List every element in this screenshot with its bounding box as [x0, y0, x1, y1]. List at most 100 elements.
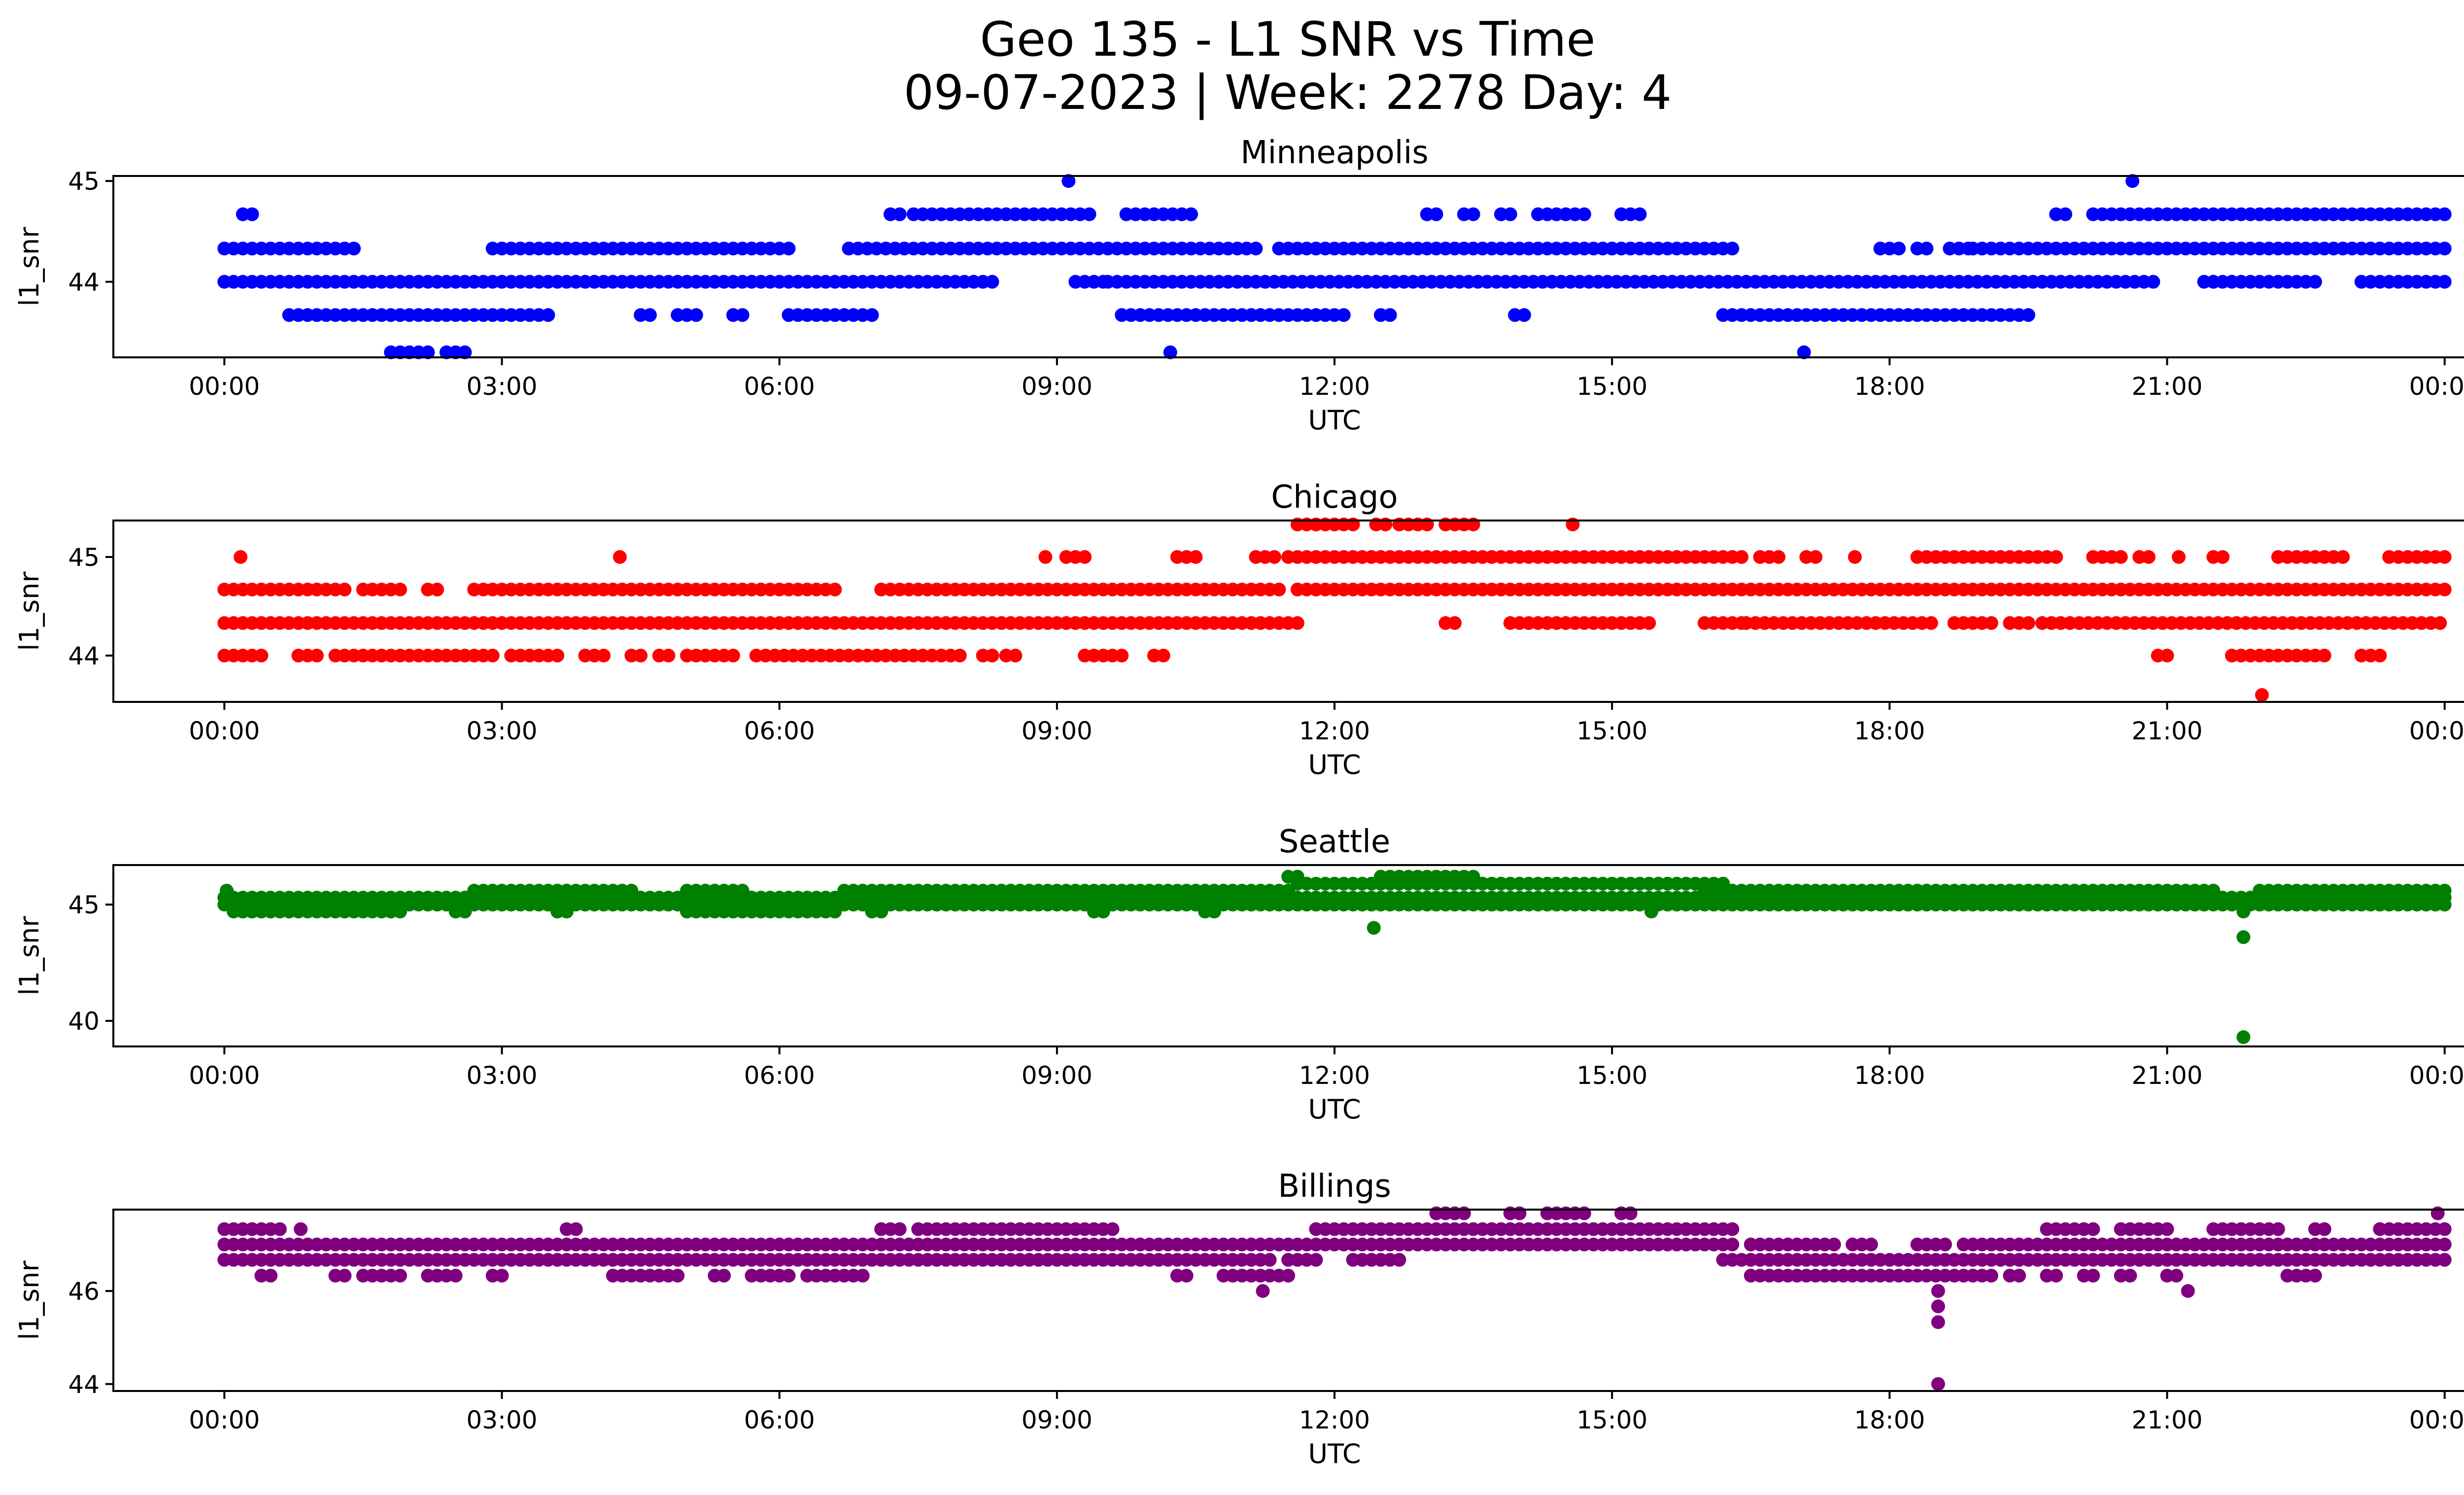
y-axis-label: l1_snr [14, 916, 45, 996]
scatter-point [1078, 550, 1092, 564]
scatter-point [2181, 1284, 2195, 1298]
y-tick-label: 45 [68, 891, 100, 919]
scatter-point [1919, 242, 1934, 256]
scatter-series [217, 1206, 2452, 1391]
scatter-point [643, 308, 657, 322]
scatter-point [2049, 550, 2063, 564]
scatter-point [2437, 275, 2452, 289]
scatter-point [273, 1222, 287, 1236]
scatter-point [1429, 207, 1443, 221]
scatter-point [2114, 550, 2128, 564]
scatter-point [1797, 345, 1811, 359]
scatter-point [1105, 1222, 1120, 1236]
scatter-point [1848, 550, 1862, 564]
scatter-point [2437, 883, 2452, 898]
scatter-point [2433, 616, 2447, 630]
scatter-point [1931, 1377, 1945, 1391]
scatter-point [1644, 904, 1658, 919]
scatter-point [1716, 876, 1730, 891]
scatter-point [2086, 1268, 2100, 1283]
x-tick-label: 12:00 [1299, 1061, 1370, 1090]
scatter-point [1163, 345, 1177, 359]
scatter-point [1008, 649, 1023, 662]
scatter-point [892, 207, 907, 221]
scatter-point [393, 1268, 407, 1283]
scatter-point [1517, 308, 1531, 322]
scatter-point [671, 1268, 685, 1283]
scatter-point [2216, 550, 2230, 564]
x-axis-label: UTC [1308, 749, 1361, 780]
scatter-point [2437, 207, 2452, 221]
scatter-point [2437, 1252, 2452, 1267]
x-tick-label: 06:00 [744, 1061, 815, 1090]
scatter-point [634, 649, 648, 662]
plot-frame [112, 520, 2464, 703]
scatter-point [569, 1222, 583, 1236]
x-tick-label: 00:00 [2409, 372, 2464, 401]
y-tick-label: 45 [68, 167, 100, 196]
scatter-point [2160, 649, 2174, 662]
scatter-point [735, 883, 750, 898]
scatter-point [1184, 207, 1198, 221]
subplot-title: Billings [1278, 1168, 1391, 1205]
scatter-point [264, 1268, 278, 1283]
scatter-point [2437, 550, 2452, 564]
scatter-point [219, 883, 234, 898]
scatter-series [217, 174, 2452, 359]
scatter-point [2142, 550, 2156, 564]
scatter-point [234, 550, 248, 564]
scatter-point [1272, 583, 1286, 596]
scatter-point [347, 242, 361, 256]
y-tick-label: 46 [68, 1277, 100, 1306]
x-tick-label: 18:00 [1854, 1061, 1925, 1090]
scatter-point [1207, 904, 1221, 919]
scatter-point [1931, 1299, 1945, 1314]
scatter-point [596, 649, 611, 662]
scatter-point [1931, 1284, 1945, 1298]
y-tick-label: 40 [68, 1007, 100, 1036]
scatter-point [2086, 1222, 2100, 1236]
scatter-point [856, 1268, 870, 1283]
x-tick-label: 03:00 [466, 372, 537, 401]
scatter-point [828, 904, 842, 919]
x-tick-label: 15:00 [1576, 1406, 1647, 1434]
scatter-point [2317, 649, 2331, 662]
scatter-point [661, 649, 676, 662]
scatter-point [1938, 1237, 1952, 1252]
scatter-point [1383, 308, 1397, 322]
x-tick-label: 00:00 [189, 372, 260, 401]
x-tick-label: 21:00 [2131, 372, 2202, 401]
scatter-point [1623, 1206, 1638, 1220]
scatter-point [2236, 930, 2251, 944]
y-axis-label: l1_snr [14, 227, 45, 307]
scatter-point [1503, 207, 1517, 221]
scatter-point [2169, 1268, 2184, 1283]
scatter-point [1466, 869, 1480, 884]
scatter-point [294, 1222, 308, 1236]
x-tick-label: 06:00 [744, 372, 815, 401]
scatter-point [1577, 207, 1591, 221]
scatter-point [1392, 1252, 1406, 1267]
y-axis-label: l1_snr [14, 1260, 45, 1340]
scatter-point [2012, 1268, 2026, 1283]
scatter-point [1038, 550, 1053, 564]
scatter-point [2336, 550, 2350, 564]
x-tick-label: 15:00 [1576, 1061, 1647, 1090]
scatter-point [310, 649, 324, 662]
scatter-point [1984, 1268, 1998, 1283]
scatter-point [985, 649, 999, 662]
scatter-point [1931, 1315, 1945, 1329]
subplot-minneapolis: Minneapolis 00:00 03:00 06:00 09:00 12:00 15:0… [14, 135, 2464, 436]
scatter-point [717, 1268, 731, 1283]
scatter-point [2021, 616, 2035, 630]
x-tick-label: 09:00 [1022, 1406, 1093, 1434]
x-tick-label: 18:00 [1854, 1406, 1925, 1434]
scatter-point [2437, 242, 2452, 256]
scatter-point [1892, 242, 1906, 256]
scatter-point [2308, 1268, 2322, 1283]
y-tick-label: 44 [68, 1370, 100, 1399]
scatter-point [2049, 1268, 2063, 1283]
subplot-title: Chicago [1271, 479, 1398, 516]
x-tick-label: 00:00 [189, 1061, 260, 1090]
scatter-point [1263, 1252, 1277, 1267]
